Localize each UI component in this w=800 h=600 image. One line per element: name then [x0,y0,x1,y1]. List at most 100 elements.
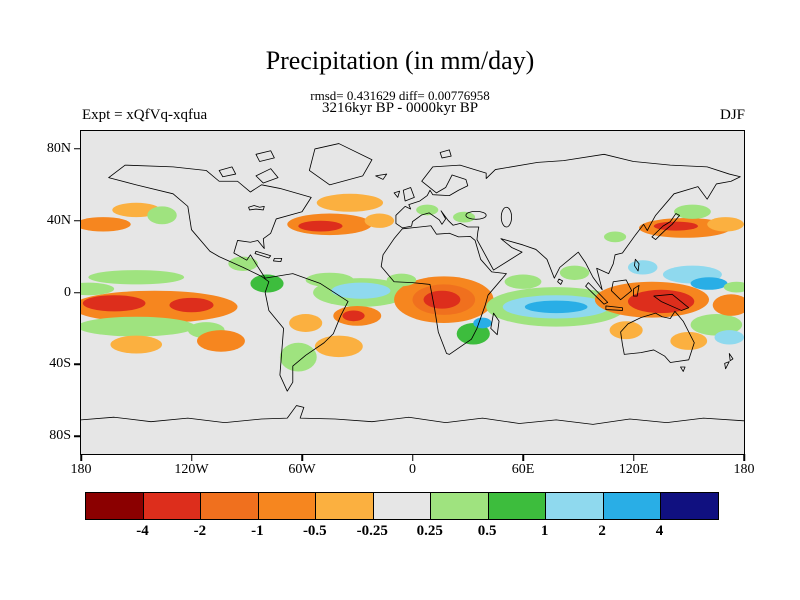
coastline-philippines [634,258,640,272]
coastline-uk [402,187,415,202]
anomaly-blob [81,217,131,232]
anomaly-blob [316,193,384,212]
anomaly-blob [197,330,245,352]
lon-tick-mark [632,454,635,461]
colorbar-segment [487,493,546,519]
colorbar-segment [315,493,373,519]
world-map [81,131,744,454]
lat-tick-label: 80N [46,140,71,156]
colorbar-tick-label: 1 [540,523,549,539]
lat-tick-label: 40N [46,212,71,228]
coastline-ellesmere-island [255,150,275,162]
coastlines [81,143,744,425]
coastline-sumatra [585,282,609,305]
anomaly-blob [298,220,343,232]
experiment-label: Expt = xQfVq-xqfua [82,107,208,123]
colorbar-tick-label: -0.25 [356,523,388,539]
colorbar [85,492,719,520]
coastline-java [605,305,623,311]
anomaly-blob [690,277,728,290]
anomaly-blob [670,331,708,350]
coastline-victoria-island [218,166,237,178]
lat-tick-label: 80S [49,428,71,444]
lon-tick-label: 180 [70,462,92,477]
coastline-black-sea [465,210,487,220]
coastline-svalbard [439,149,452,159]
colorbar-segment [86,493,143,519]
anomaly-blob [423,290,461,309]
anomaly-blob [331,282,391,299]
coastline-ireland [393,190,401,198]
colorbar-tick-label: 2 [598,523,606,539]
anomaly-blob [712,294,744,316]
coastline-sri-lanka [557,278,564,285]
lon-tick-label: 60E [511,462,535,477]
lat-tick-mark [74,363,81,366]
anomaly-blob [453,211,476,223]
colorbar-tick-label: 0.5 [477,523,497,539]
coastline-greenland [308,143,373,186]
lon-tick-label: 60W [288,462,316,477]
lon-tick-label: 120W [174,462,209,477]
colorbar-tick-label: -4 [136,523,149,539]
lat-tick-mark [74,435,81,437]
coastline-africa [380,225,507,355]
coastline-new-zealand-south [724,361,730,370]
coastline-cuba [254,250,272,259]
anomaly-blob [279,342,317,372]
anomaly-blob [314,335,363,358]
anomaly-blob [364,213,395,228]
anomaly-blob [690,314,743,336]
coastline-antarctica [81,405,744,425]
coastline-madagascar [490,312,500,336]
anomaly-blob [456,323,490,345]
coastline-new-zealand-north [728,353,734,362]
coastline-great-lakes [248,205,265,211]
lat-tick-mark [74,219,81,222]
anomaly-blob [289,314,323,332]
lon-tick-mark [522,454,524,461]
colorbar-tick-label: -1 [251,523,264,539]
coastline-sulawesi [633,284,640,297]
anomaly-blob [147,206,177,225]
stats-line: rmsd= 0.431629 diff= 0.00776958 [310,88,490,103]
lon-tick-mark [411,454,414,461]
coastline-iceland [375,173,388,180]
anomaly-blob [473,317,492,329]
lon-tick-label: 180 [733,462,755,477]
anomaly-blob [81,316,196,337]
anomaly-blob [386,273,417,287]
colorbar-segment [660,493,719,519]
lon-tick-mark [190,454,193,461]
colorbar-tick-label: 0.25 [416,523,443,539]
coastline-japan [651,213,680,240]
colorbar-segment [602,493,661,519]
lon-tick-label: 0 [409,462,416,477]
coastline-hispaniola [273,258,283,263]
anomaly-blob [250,274,284,293]
anomaly-blob [88,270,185,285]
colorbar-tick-label: -2 [193,523,207,539]
anomaly-blob [559,265,590,280]
anomaly-blob [707,217,744,232]
period-line: 3216kyr BP - 0000kyr BP [321,100,479,116]
lon-tick-mark [80,454,82,461]
anomaly-blob [604,231,627,243]
anomaly-blob [653,221,698,231]
colorbar-labels: -4 -2 -1 -0.5 -0.25 0.25 0.5 1 2 4 [85,523,717,543]
coastline-baffin-island [255,168,279,184]
anomaly-blob [169,297,214,313]
anomaly-blob [110,335,163,354]
anomaly-blob [342,310,365,322]
coastline-borneo [610,279,633,301]
coastline-australia [620,310,695,363]
plot-title: Precipitation (in mm/day) [265,46,535,75]
colorbar-segment [142,493,201,519]
anomaly-blob [627,260,658,275]
lon-tick-mark [743,454,745,461]
colorbar-tick-label: -0.5 [302,523,327,539]
season-label: DJF [719,107,745,123]
lon-tick-mark [301,454,303,461]
colorbar-tick-label: 4 [655,523,664,539]
